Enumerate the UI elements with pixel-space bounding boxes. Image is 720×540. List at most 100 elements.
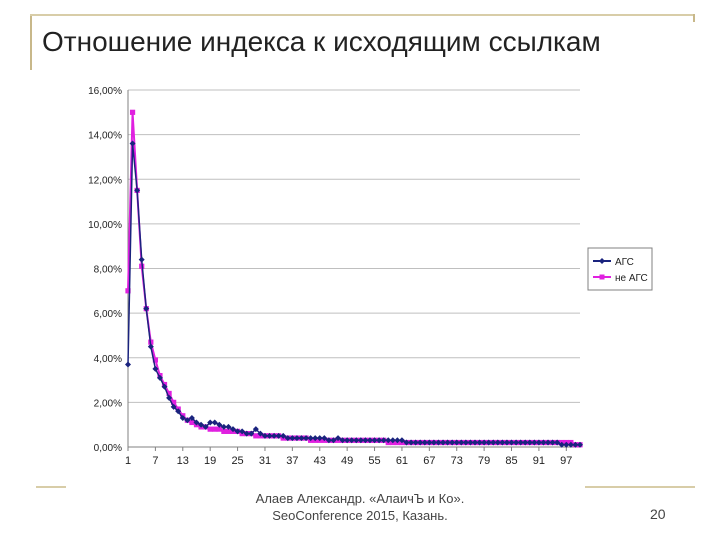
data-point-ags [545,439,552,446]
data-point-ags [522,439,529,446]
data-point-ags [481,439,488,446]
x-tick-label: 73 [451,455,463,467]
data-point-ags [257,430,264,437]
data-point-ags [435,439,442,446]
legend-marker-square [599,274,605,280]
data-point-ags [202,423,209,430]
data-point-ags [261,432,268,439]
data-point-ags [531,439,538,446]
series-line-ne-ags [127,112,580,446]
x-tick-label: 13 [177,455,189,467]
y-tick-label: 16,00% [88,86,122,97]
data-point-ags [179,414,186,421]
x-tick-label: 19 [204,455,216,467]
footer-author: Алаев Александр. «АлаичЪ и Ко». [255,491,465,506]
page-number: 20 [650,506,666,522]
frame-top-line [30,14,695,16]
data-point-ags [467,439,474,446]
data-point-ags [449,439,456,446]
data-point-ags [385,437,392,444]
data-point-ags [357,437,364,444]
data-point-ags [147,343,154,350]
data-point-ags [348,437,355,444]
data-point-ags [248,430,255,437]
data-point-ags [563,441,570,448]
data-point-ags [166,394,173,401]
y-tick-label: 6,00% [94,309,122,320]
data-point-ags [284,435,291,442]
line-chart: 0,00% 2,00% 4,00% 6,00% 8,00% 10,00% 12,00% 14,… [88,86,653,467]
data-point-ags [271,432,278,439]
y-tick-label: 12,00% [88,175,122,186]
data-point-ags [125,361,131,368]
data-point-ags [417,439,424,446]
data-point-ags [444,439,451,446]
data-point-ags [134,187,141,194]
legend-marker-diamond [599,258,605,264]
data-point-ags [138,256,145,263]
data-point-ags [207,419,214,426]
data-point-ags [344,437,351,444]
data-point-ags [307,435,314,442]
data-point-ne-ags [207,426,213,432]
data-point-ags [499,439,506,446]
x-tick-label: 61 [396,455,408,467]
data-point-ags [408,439,415,446]
data-point-ags [494,439,501,446]
y-tick-label: 14,00% [88,131,122,142]
y-tick-label: 2,00% [94,398,122,409]
legend-label: АГС [615,257,634,268]
data-point-ags [234,428,241,435]
data-point-ags [312,435,319,442]
data-point-ags [143,305,150,312]
data-point-ags [453,439,460,446]
data-point-ags [554,439,561,446]
data-point-ne-ags [212,426,218,432]
data-point-ags [476,439,483,446]
data-point-ags [371,437,378,444]
data-point-ags [513,439,520,446]
data-point-ags [398,437,405,444]
data-point-ags [353,437,360,444]
footer-event: SeoConference 2015, Казань. [272,508,448,523]
data-point-ags [152,365,159,372]
data-point-ags [156,374,163,381]
data-point-ags [298,435,305,442]
frame-left-line [30,14,32,70]
data-point-ags [526,439,533,446]
data-point-ne-ags [152,357,158,363]
data-point-ne-ags [189,419,195,426]
data-point-ne-ags [129,109,136,115]
data-point-ags [303,435,310,442]
data-point-ne-ags [216,426,222,432]
data-point-ne-ags [125,288,131,294]
footer-text: Алаев Александр. «АлаичЪ и Ко». SeoConfe… [200,490,520,524]
data-point-ags [577,441,583,448]
x-tick-label: 55 [368,455,380,467]
x-tick-label: 67 [423,455,435,467]
data-point-ags [508,439,515,446]
data-point-ags [188,414,195,421]
data-point-ags [389,437,396,444]
data-point-ags [558,441,565,448]
x-tick-label: 85 [505,455,517,467]
data-point-ne-ags [166,390,172,397]
x-tick-label: 37 [286,455,298,467]
data-point-ne-ags [171,399,177,405]
data-point-ags [243,430,250,437]
data-point-ags [330,437,337,444]
footer-line-left [36,486,66,488]
data-point-ags [289,435,296,442]
y-tick-label: 10,00% [88,220,122,231]
data-point-ags [275,432,282,439]
data-point-ags [503,439,510,446]
x-tick-label: 7 [152,455,158,467]
x-tick-label: 91 [533,455,545,467]
data-point-ags [266,432,273,439]
data-point-ags [517,439,524,446]
data-point-ags [211,419,218,426]
y-tick-label: 0,00% [94,443,122,454]
data-point-ne-ags [253,433,259,439]
data-point-ags [490,439,497,446]
data-point-ags [293,435,300,442]
